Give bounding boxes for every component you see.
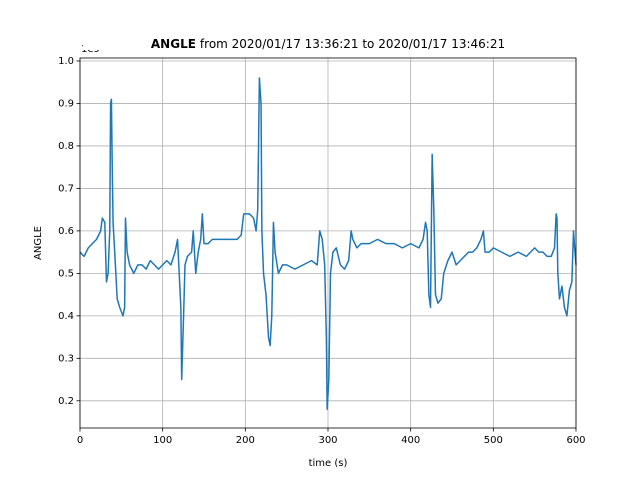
x-tick-label: 300 (318, 435, 337, 446)
y-tick-label: 0.4 (58, 311, 74, 322)
y-tick-label: 0.8 (58, 141, 74, 152)
x-tick-label: 500 (484, 435, 503, 446)
axes-frame (79, 57, 577, 429)
chart-title: ANGLE from 2020/01/17 13:36:21 to 2020/01… (151, 37, 505, 51)
x-tick-label: 200 (236, 435, 255, 446)
title-range: from 2020/01/17 13:36:21 to 2020/01/17 1… (200, 37, 505, 51)
x-tick-label: 400 (401, 435, 420, 446)
x-axis-label: time (s) (309, 458, 348, 469)
y-tick-label: 1.0 (58, 56, 74, 67)
title-name: ANGLE (151, 37, 196, 51)
y-tick-label: 0.9 (58, 98, 74, 109)
data-line (79, 77, 577, 411)
plot-area: 0 100 200 300 400 500 600 0.2 0.3 0.4 0.5 0.6 0.7 0.8… (58, 56, 585, 446)
x-tick-label: 0 (77, 435, 83, 446)
y-tick-label: 0.6 (58, 226, 74, 237)
y-tick-label: 0.7 (58, 183, 74, 194)
y-tick-label: 0.2 (58, 396, 74, 407)
y-tick-label: 0.5 (58, 268, 74, 279)
y-tick-label: 0.3 (58, 353, 74, 364)
y-axis-label: ANGLE (33, 226, 44, 260)
title-backdrop (83, 34, 141, 50)
x-tick-label: 600 (566, 435, 585, 446)
x-tick-label: 100 (153, 435, 172, 446)
